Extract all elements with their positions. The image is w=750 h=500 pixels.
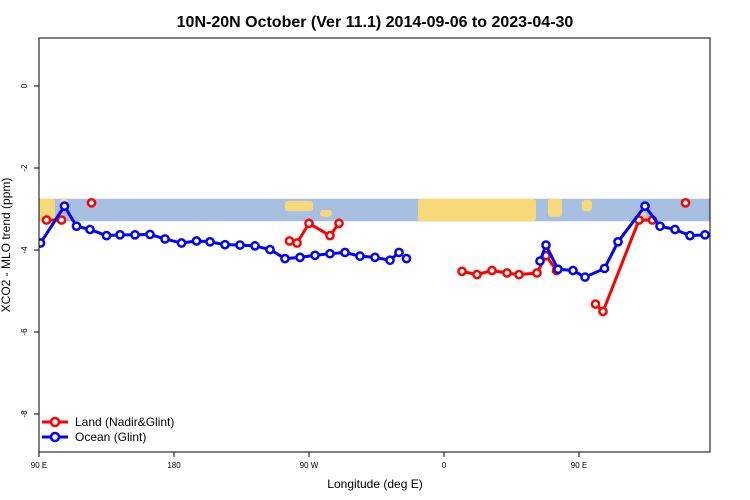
data-point	[541, 240, 551, 250]
series-land	[41, 198, 691, 317]
land-region	[548, 198, 562, 217]
x-tick-label: 0	[442, 461, 447, 470]
data-point	[280, 253, 290, 264]
data-point	[746, 231, 750, 238]
map-ocean	[39, 198, 710, 222]
y-tick-label: -4	[20, 246, 29, 254]
x-axis-label: Longitude (deg E)	[327, 477, 422, 491]
data-point	[598, 306, 608, 317]
data-point	[568, 265, 578, 276]
data-point	[355, 251, 365, 261]
legend-land-label: Land (Nadir&Glint)	[75, 415, 174, 429]
y-tick-label: 0	[20, 83, 29, 88]
world-map-band	[39, 198, 710, 222]
land-region	[285, 201, 313, 212]
map-land	[39, 198, 646, 222]
data-point	[41, 215, 52, 225]
data-point	[514, 269, 524, 280]
x-tick-label: 90 W	[300, 461, 319, 470]
chart-title: 10N-20N October (Ver 11.1) 2014-09-06 to…	[177, 14, 574, 31]
data-point	[59, 201, 70, 211]
data-point	[340, 247, 350, 258]
y-tick-label: -2	[20, 164, 29, 172]
data-point	[457, 266, 467, 277]
data-point	[401, 253, 412, 264]
data-point	[265, 244, 275, 255]
data-point	[553, 264, 563, 275]
x-tick-label: 90 E	[31, 461, 47, 470]
data-point	[250, 241, 260, 251]
data-point	[535, 256, 545, 266]
data-point	[39, 238, 46, 248]
data-point	[205, 236, 215, 247]
data-point	[685, 230, 695, 241]
data-point	[370, 252, 380, 263]
data-point	[487, 265, 497, 276]
legend-ocean-marker	[49, 431, 61, 443]
land-region	[320, 210, 332, 217]
y-tick-label: -8	[20, 410, 29, 418]
y-axis-label: XCO2 - MLO trend (ppm)	[0, 178, 13, 313]
data-point	[580, 272, 590, 282]
data-point	[86, 198, 97, 208]
plot-frame	[38, 37, 711, 453]
data-point	[385, 255, 395, 266]
x-tick-label: 180	[167, 461, 181, 470]
data-point	[304, 218, 314, 229]
data-point	[145, 229, 155, 240]
data-point	[160, 234, 170, 244]
data-point	[115, 229, 125, 240]
data-point	[295, 252, 305, 263]
data-point	[394, 247, 404, 258]
land-region	[39, 198, 55, 222]
data-point	[284, 236, 295, 246]
land-region	[418, 198, 536, 222]
data-point	[655, 221, 665, 232]
series-ocean	[39, 201, 750, 282]
data-point	[325, 248, 335, 259]
x-axis: 90 E 180 90 W 0 90 E	[31, 452, 587, 470]
series-layer	[39, 198, 750, 317]
data-point	[599, 263, 610, 274]
series-line	[594, 218, 653, 313]
data-point	[700, 229, 710, 240]
series-line	[538, 204, 710, 279]
data-point	[613, 236, 623, 247]
data-point	[334, 218, 344, 229]
data-point	[532, 268, 542, 278]
data-point	[472, 269, 482, 280]
data-point	[101, 230, 112, 241]
data-point	[235, 240, 245, 250]
data-point	[71, 221, 82, 232]
x-tick-label: 90 E	[571, 461, 587, 470]
data-point	[716, 231, 723, 238]
data-point	[680, 198, 691, 208]
data-point	[130, 229, 140, 240]
data-point	[85, 224, 95, 235]
land-region	[582, 199, 592, 212]
legend-ocean-label: Ocean (Glint)	[75, 430, 146, 444]
data-point	[325, 230, 335, 241]
data-point	[191, 236, 202, 246]
data-point	[176, 238, 187, 248]
data-point	[292, 238, 302, 248]
y-tick-label: -6	[20, 328, 29, 336]
data-point	[730, 231, 737, 238]
data-point	[56, 215, 67, 225]
legend-land-marker	[49, 416, 61, 428]
data-point	[310, 250, 320, 261]
data-point	[670, 224, 680, 235]
data-point	[590, 299, 601, 309]
data-point	[640, 201, 650, 211]
y-axis: 0 -2 -4 -6 -8	[20, 83, 39, 418]
legend: Land (Nadir&Glint) Ocean (Glint)	[42, 415, 174, 444]
data-point	[220, 239, 230, 250]
data-point	[502, 268, 512, 278]
